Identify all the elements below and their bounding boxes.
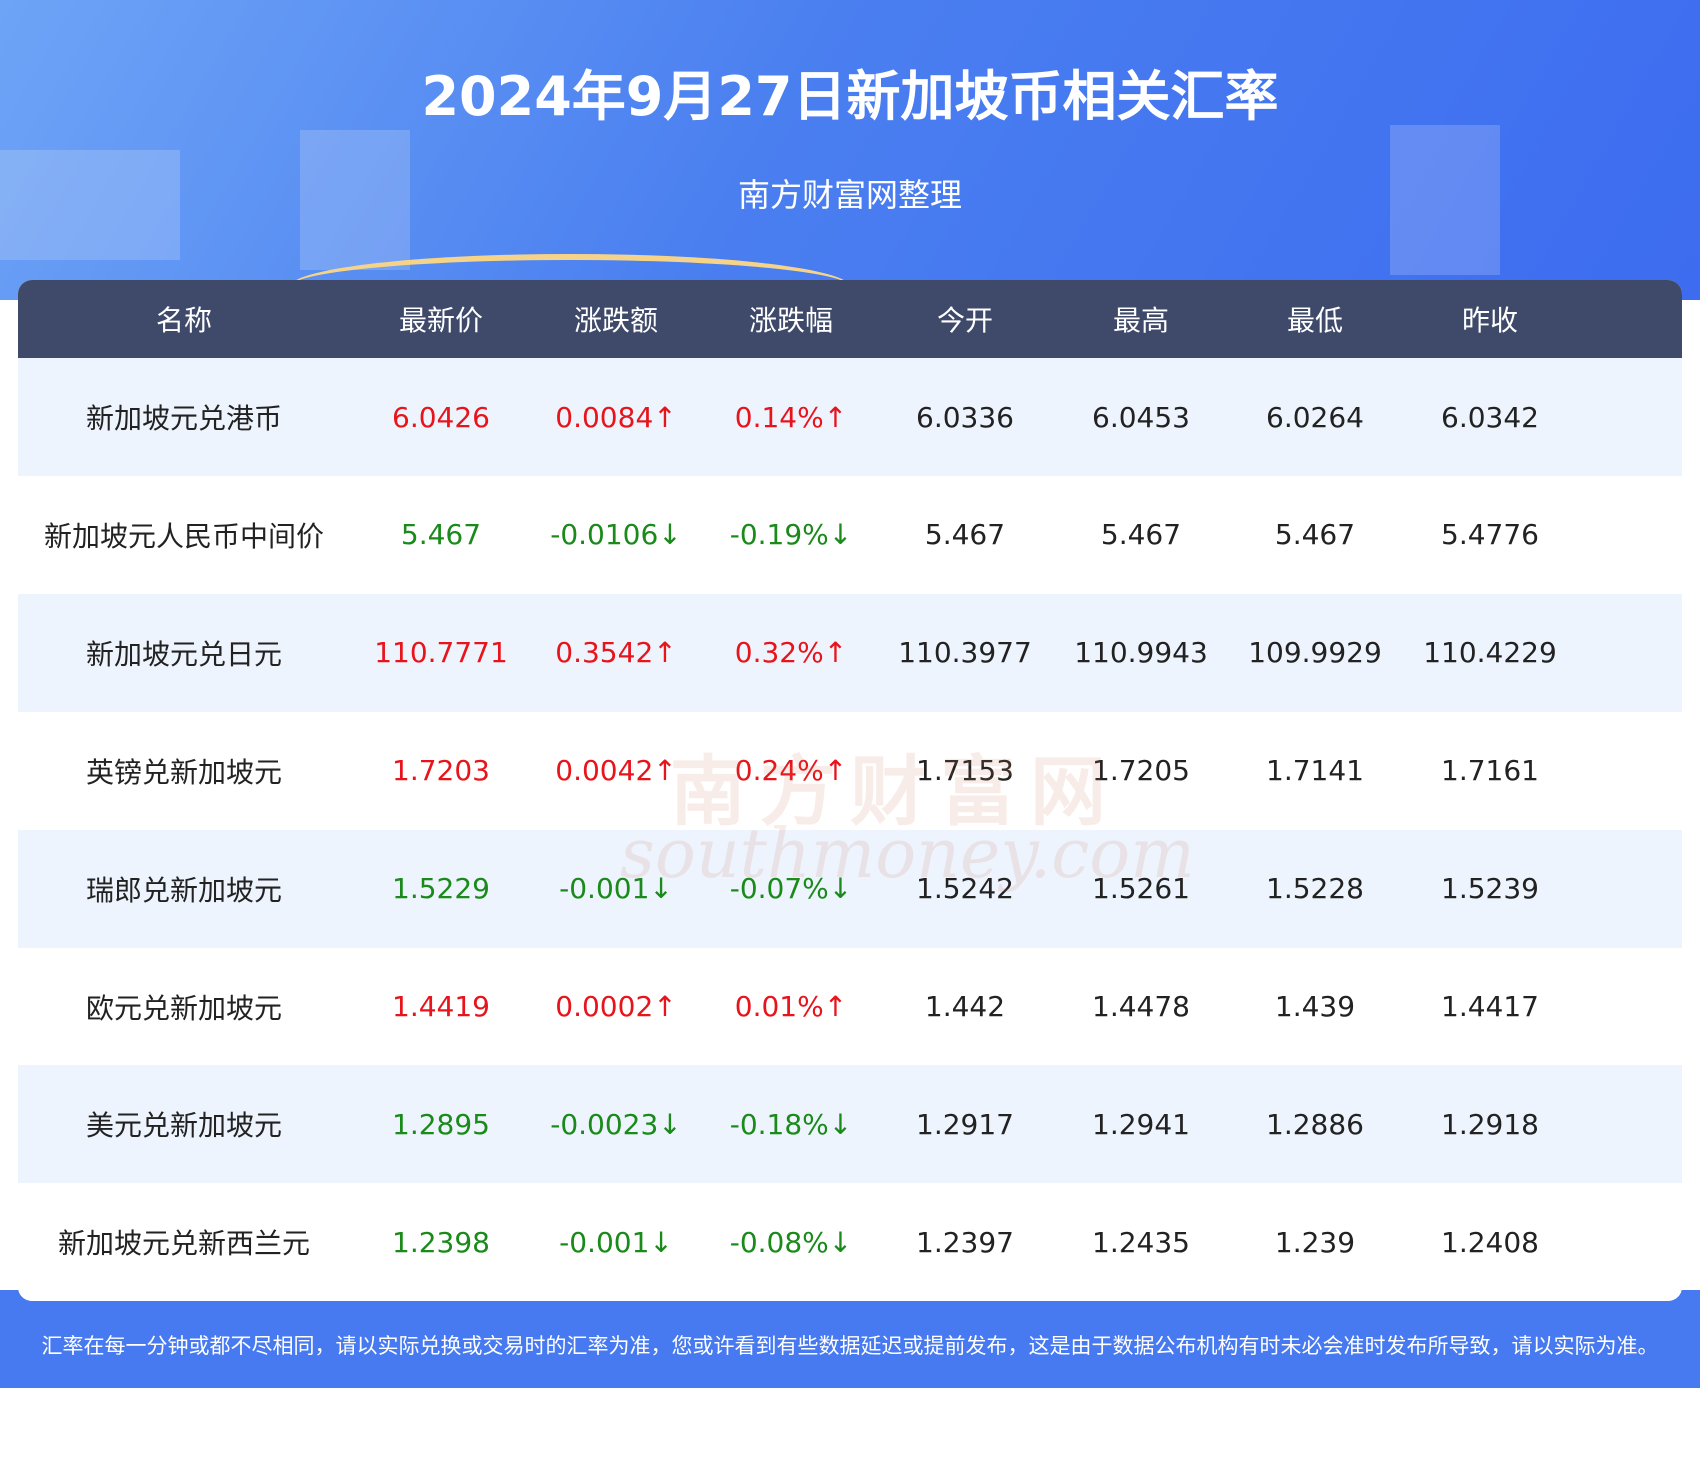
column-header: 最新价 [398,304,483,337]
decor [0,150,180,260]
table-cell: 1.5261 [1092,872,1190,906]
table-cell: 0.0042↑ [555,754,677,788]
row-name: 英镑兑新加坡元 [85,755,282,789]
rate-table: 名称 最新价 涨跌额 涨跌幅 今开 最高 最低 昨收新加坡元兑港币 6.0426 0.0084↑ 0… [18,280,1682,1301]
decor [300,130,410,270]
table-cell: 0.3542↑ [555,636,677,670]
table-cell: 1.7141 [1266,754,1364,788]
table-cell: 5.467 [924,518,1006,552]
footer-note: 汇率在每一分钟或都不尽相同，请以实际兑换或交易时的汇率为准，您或许看到有些数据延… [41,1334,1659,1358]
table-cell: 5.467 [1274,518,1356,552]
table-cell: 1.442 [924,990,1006,1023]
watermark: southmoney.com [620,815,1195,894]
table-cell: 110.4229 [1423,636,1557,670]
table-cell: -0.0106↓ [550,518,682,552]
header-row: 名称 最新价 涨跌额 涨跌幅 今开 最高 最低 昨收 [18,280,1682,358]
table-cell: -0.07%↓ [729,872,853,906]
table-cell: 0.32%↑ [734,636,848,670]
table-cell: 1.5229 [392,872,490,906]
table-cell: 0.0084↑ [555,400,677,434]
column-header: 最高 [1112,304,1169,337]
table-cell: -0.0023↓ [550,1107,682,1141]
table-cell: 6.0336 [916,400,1014,434]
table-row: 英镑兑新加坡元 1.7203 0.0042↑ 0.24%↑ 1.7153 1.7205 1.… [18,711,1682,830]
table-cell: 6.0264 [1266,400,1364,434]
table-cell: 1.2408 [1441,1225,1539,1259]
table-cell: 1.239 [1274,1225,1356,1259]
table-cell: -0.19%↓ [729,518,853,552]
table-cell: 0.01%↑ [734,990,848,1023]
row-name: 新加坡元兑新西兰元 [57,1227,310,1261]
row-name: 瑞郎兑新加坡元 [85,873,282,907]
table-row: 瑞郎兑新加坡元 1.5229 -0.001↓ -0.07%↓ 1.5242 1.5261 1… [18,829,1682,948]
column-header: 昨收 [1461,304,1518,337]
table-row: 欧元兑新加坡元 1.4419 0.0002↑ 0.01%↑ 1.442 1.4478 1.4… [18,947,1682,1066]
table-row: 新加坡元兑港币 6.0426 0.0084↑ 0.14%↑ 6.0336 6.0453 6.… [18,358,1682,476]
column-header: 涨跌额 [573,304,658,337]
table-cell: 1.2895 [392,1107,490,1141]
table-cell: 109.9929 [1248,636,1382,670]
table-cell: 1.2397 [916,1225,1014,1259]
table-cell: 1.4417 [1441,990,1539,1023]
table-cell: 1.7153 [916,754,1014,788]
column-header: 名称 [155,304,212,337]
table-cell: 110.3977 [898,636,1032,670]
watermark: 南方财富网 [670,747,1120,836]
table-row: 新加坡元兑新西兰元 1.2398 -0.001↓ -0.08%↓ 1.2397 1.243… [18,1183,1682,1301]
table-cell: 6.0426 [392,400,490,434]
table-cell: -0.18%↓ [729,1107,853,1141]
table-cell: 1.4478 [1092,990,1190,1023]
table-cell: 1.2398 [392,1225,490,1259]
row-name: 新加坡元兑日元 [85,637,282,671]
table-cell: 1.5228 [1266,872,1364,906]
table-cell: 1.2435 [1092,1225,1190,1259]
table-cell: 0.24%↑ [734,754,848,788]
column-header: 最低 [1286,304,1343,337]
row-name: 美元兑新加坡元 [85,1109,282,1143]
page-subtitle: 南方财富网整理 [737,176,962,214]
table-cell: 1.2941 [1092,1107,1190,1141]
table-cell: 1.4419 [392,990,490,1023]
table-cell: 1.5242 [916,872,1014,906]
hero-banner: 2024年9月27日新加坡币相关汇率 南方财富网整理 [0,0,1700,300]
table-row: 新加坡元兑日元 110.7771 0.3542↑ 0.32%↑ 110.3977 110.… [18,593,1682,712]
table-row: 美元兑新加坡元 1.2895 -0.0023↓ -0.18%↓ 1.2917 1.2941… [18,1065,1682,1184]
table-cell: 5.4776 [1441,518,1539,552]
table-cell: -0.08%↓ [729,1225,853,1259]
table-cell: 1.2918 [1441,1107,1539,1141]
table-cell: 6.0342 [1441,400,1539,434]
table-cell: 1.7205 [1092,754,1190,788]
table-cell: -0.001↓ [559,1225,673,1259]
column-header: 今开 [936,304,993,337]
row-name: 新加坡元兑港币 [85,402,282,435]
table-cell: 0.14%↑ [734,400,848,434]
table-cell: 5.467 [1100,518,1182,552]
page-title: 2024年9月27日新加坡币相关汇率 [421,65,1279,128]
table-cell: 1.7203 [392,754,490,788]
row-name: 欧元兑新加坡元 [85,991,282,1025]
row-name: 新加坡元人民币中间价 [43,519,324,553]
table-cell: -0.001↓ [559,872,673,906]
table-cell: 1.439 [1274,990,1356,1023]
table-row: 新加坡元人民币中间价 5.467 -0.0106↓ -0.19%↓ 5.467 5.467… [18,475,1682,594]
table-cell: 1.2886 [1266,1107,1364,1141]
table-cell: 1.7161 [1441,754,1539,788]
decor [1390,125,1500,275]
table-cell: 0.0002↑ [555,990,677,1023]
table-cell: 1.5239 [1441,872,1539,906]
table-cell: 110.9943 [1074,636,1208,670]
table-cell: 110.7771 [374,636,508,670]
table-cell: 1.2917 [916,1107,1014,1141]
column-header: 涨跌幅 [748,304,833,337]
table-cell: 6.0453 [1092,400,1190,434]
table-cell: 5.467 [400,518,482,552]
footer-band [0,1290,1700,1388]
decor-arc [290,254,850,300]
